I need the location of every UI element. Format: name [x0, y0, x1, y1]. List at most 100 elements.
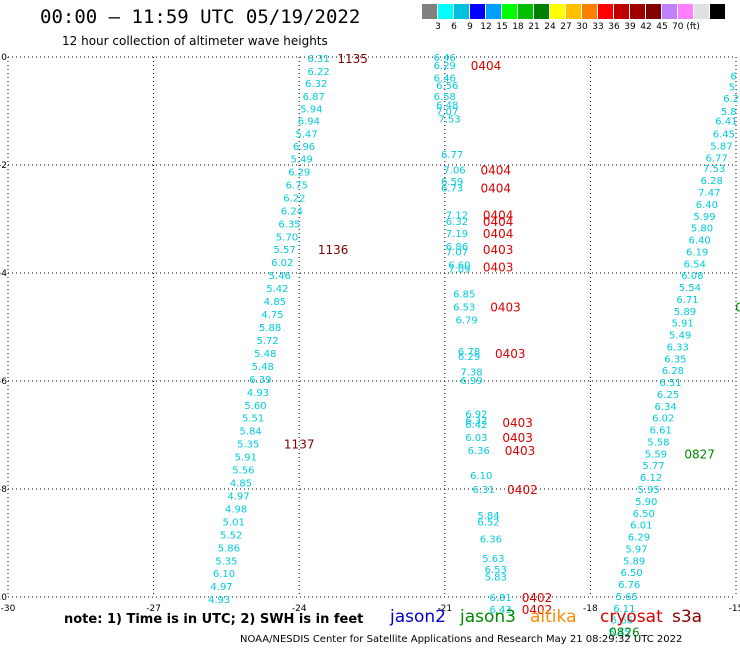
wave-height-label: 6.10 — [470, 471, 492, 482]
time-label: 0826 — [609, 626, 640, 640]
wave-height-label: 7.09 — [448, 265, 470, 276]
wave-height-label: 4.97 — [210, 582, 232, 593]
colorbar-swatch — [566, 4, 581, 19]
colorbar-label: 3 — [435, 22, 441, 32]
wave-height-label: 4.75 — [261, 310, 283, 321]
wave-height-label: 6.19 — [686, 247, 708, 258]
wave-height-label: 6.32 — [446, 217, 468, 228]
wave-height-label: 6.10 — [213, 569, 235, 580]
wave-height-label: 6.34 — [654, 402, 676, 413]
wave-height-label: 6.02 — [271, 258, 293, 269]
wave-height-label: 6.96 — [293, 142, 315, 153]
wave-height-label: 5.84 — [240, 427, 262, 438]
x-tick-label: -30 — [1, 604, 16, 614]
y-tick-label: -2 — [0, 161, 7, 171]
wave-height-label: 6.46 — [434, 53, 456, 64]
colorbar-label: 24 — [544, 22, 556, 32]
wave-height-label: 5.46 — [269, 271, 291, 282]
x-tick-label: -24 — [292, 604, 307, 614]
wave-height-label: 6.25 — [657, 390, 679, 401]
colorbar-swatch — [534, 4, 549, 19]
chart-marks: 6.316.226.326.875.946.945.476.965.496.29… — [208, 52, 740, 639]
wave-height-label: 5.77 — [642, 461, 664, 472]
wave-height-label: 5.95 — [638, 485, 660, 496]
y-tick-label: -8 — [0, 485, 7, 495]
time-label: 0403 — [502, 416, 533, 430]
wave-height-label: 5. — [729, 83, 739, 94]
wave-height-label: 6.77 — [705, 153, 727, 164]
wave-height-label: 7.53 — [703, 164, 725, 175]
time-label: 0403 — [505, 444, 536, 458]
colorbar-swatch — [550, 4, 565, 19]
time-label: 0403 — [490, 300, 521, 314]
wave-height-label: 6.53 — [453, 302, 475, 313]
time-label: 0403 — [502, 431, 533, 445]
chart-title: 00:00 – 11:59 UTC 05/19/2022 — [40, 6, 361, 28]
wave-height-label: 6.52 — [477, 517, 499, 528]
colorbar-swatch — [598, 4, 613, 19]
y-tick-label: -6 — [0, 377, 7, 387]
colorbar-swatch — [422, 4, 437, 19]
time-label: 1136 — [318, 243, 349, 257]
wave-height-label: 6.87 — [303, 92, 325, 103]
time-label: 0404 — [480, 163, 511, 177]
wave-height-label: 5.51 — [242, 414, 264, 425]
wave-height-label: 6.40 — [696, 200, 718, 211]
time-label: 0402 — [522, 603, 553, 617]
time-label: 0402 — [522, 591, 553, 605]
wave-height-label: 6.31 — [472, 485, 494, 496]
wave-height-label: 5.83 — [485, 572, 507, 583]
colorbar-label: 12 — [480, 22, 492, 32]
wave-height-label: 5.49 — [290, 155, 312, 166]
wave-height-label: 5.72 — [257, 336, 279, 347]
time-label: 0403 — [483, 243, 514, 257]
satellite-name-altika: altika — [530, 607, 577, 627]
wave-height-label: 6.61 — [650, 426, 672, 437]
colorbar-swatch — [486, 4, 501, 19]
wave-height-label: 6.22 — [283, 193, 305, 204]
wave-height-label: 6.29 — [458, 352, 480, 363]
time-label: 0404 — [483, 227, 514, 241]
wave-height-label: 6.22 — [307, 67, 329, 78]
wave-height-label: 6 — [730, 71, 736, 82]
chart-subtitle: 12 hour collection of altimeter wave hei… — [62, 34, 328, 48]
colorbar-swatch — [646, 4, 661, 19]
wave-height-label: 5.88 — [259, 323, 281, 334]
wave-height-label: 6.56 — [436, 81, 458, 92]
wave-height-label: 7.06 — [443, 165, 465, 176]
wave-height-label: 5.80 — [691, 224, 713, 235]
wave-height-label: 6.45 — [713, 130, 735, 141]
wave-height-label: 5.35 — [237, 440, 259, 451]
wave-height-label: 5.70 — [276, 232, 298, 243]
wave-height-label: 6.36 — [468, 446, 490, 457]
wave-height-label: 6.51 — [659, 378, 681, 389]
wave-height-label: 5.45 — [608, 628, 630, 639]
wave-height-label: 6.76 — [618, 580, 640, 591]
wave-height-label: 6.42 — [465, 420, 487, 431]
wave-height-label: 6.71 — [676, 295, 698, 306]
wave-height-label: 5.48 — [254, 349, 276, 360]
chart-axes: -30 -27 -24 -21 -18 -15 0 -2 -4 -6 -8 -10 — [0, 53, 740, 614]
colorbar-label: 70 (ft) — [672, 22, 700, 32]
y-tick-label: 0 — [1, 53, 7, 63]
wave-height-label: 6.75 — [286, 180, 308, 191]
wave-height-label: 5.91 — [235, 453, 257, 464]
x-tick-label: -21 — [437, 604, 452, 614]
wave-height-label: 6.43 — [489, 605, 511, 616]
satellite-name-cryosat: cryosat — [600, 607, 663, 627]
wave-height-label: 4.97 — [227, 491, 249, 502]
wave-height-label: 6.40 — [688, 236, 710, 247]
wave-height-label: 7.19 — [446, 229, 468, 240]
colorbar-label: 15 — [496, 22, 508, 32]
colorbar-label: 21 — [528, 22, 540, 32]
wave-height-label: 5.35 — [215, 556, 237, 567]
wave-height-label: 6.28 — [701, 176, 723, 187]
wave-height-label: 5.90 — [635, 497, 657, 508]
wave-height-label: 6.53 — [485, 565, 507, 576]
wave-height-label: 6.01 — [630, 521, 652, 532]
wave-height-label: 6.48 — [436, 101, 458, 112]
colorbar-swatch — [502, 4, 517, 19]
chart-grid — [7, 56, 737, 598]
satellite-name-jason3: jason3 — [460, 607, 516, 627]
